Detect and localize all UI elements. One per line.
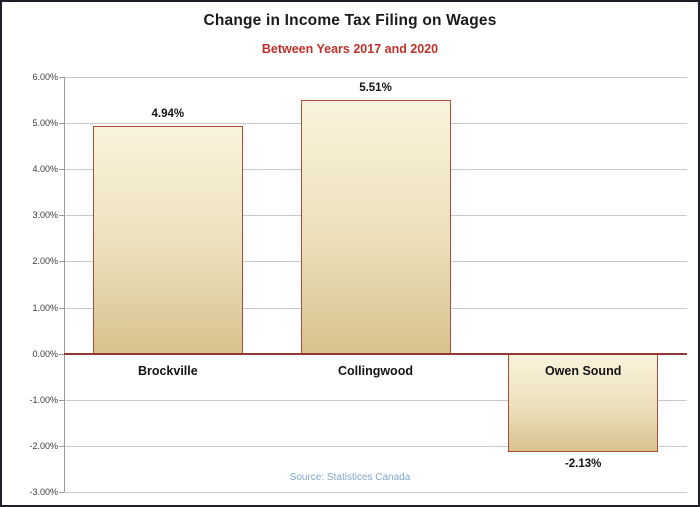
y-axis-tick [59, 169, 64, 170]
y-axis-label: 3.00% [32, 210, 58, 220]
y-axis-tick [59, 123, 64, 124]
y-axis-label: 5.00% [32, 118, 58, 128]
category-label-owen-sound: Owen Sound [544, 363, 622, 378]
y-axis-label: 1.00% [32, 303, 58, 313]
gridline [64, 400, 687, 401]
category-label-brockville: Brockville [137, 363, 198, 378]
y-axis-line [64, 77, 65, 492]
bar-value-label-owen-sound: -2.13% [564, 457, 602, 470]
y-axis-tick [59, 215, 64, 216]
chart-title: Change in Income Tax Filing on Wages [203, 12, 497, 29]
y-axis-tick [59, 446, 64, 447]
bar-brockville [92, 125, 243, 354]
bar-collingwood [300, 99, 451, 354]
y-axis-tick [59, 77, 64, 78]
y-axis-tick [59, 308, 64, 309]
y-axis-tick [59, 400, 64, 401]
bar-owen-sound [508, 353, 659, 452]
chart-subtitle: Between Years 2017 and 2020 [261, 42, 439, 56]
source-note: Source: Statistices Canada [289, 472, 411, 483]
y-axis-tick [59, 261, 64, 262]
y-axis-label: -3.00% [29, 487, 58, 497]
gridline [64, 446, 687, 447]
y-axis-label: 4.00% [32, 164, 58, 174]
y-axis-tick [59, 354, 64, 355]
bar-value-label-collingwood: 5.51% [359, 81, 392, 94]
bar-value-label-brockville: 4.94% [151, 107, 185, 120]
category-label-collingwood: Collingwood [337, 363, 413, 378]
y-axis-tick [59, 492, 64, 493]
gridline [64, 492, 687, 493]
y-axis-label: -2.00% [29, 441, 58, 451]
y-axis-label: -1.00% [29, 395, 58, 405]
zero-axis-line [64, 353, 687, 355]
y-axis-label: 2.00% [32, 256, 58, 266]
y-axis-label: 0.00% [32, 349, 58, 359]
gridline [64, 77, 687, 78]
y-axis-label: 6.00% [32, 72, 58, 82]
